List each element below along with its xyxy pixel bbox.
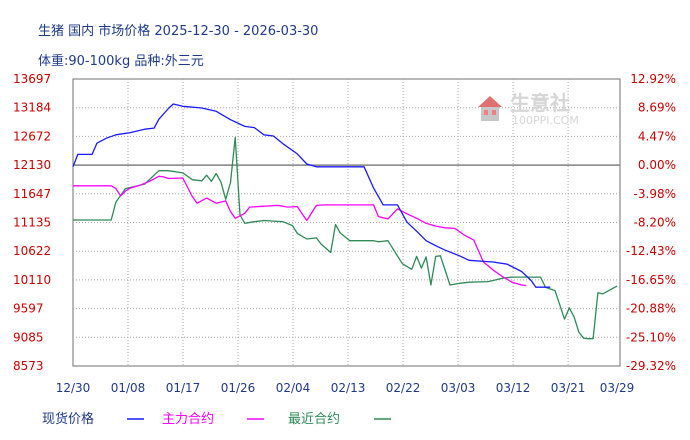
right-axis-ticks: 12.92% 8.69% 4.47% 0.00% -3.98% -8.20% -12.43%… [626, 72, 676, 373]
y-tick-right: -29.32% [626, 359, 676, 373]
legend: 现货价格 主力合约 最近合约 [42, 411, 391, 427]
y-tick-right: -8.20% [634, 216, 676, 230]
y-tick-right: -20.88% [626, 302, 676, 316]
x-tick: 03/21 [551, 381, 586, 395]
horizontal-gridlines [73, 107, 620, 338]
y-tick-left: 11135 [13, 216, 51, 230]
y-tick-left: 13697 [13, 72, 51, 86]
chart-title: 生猪 国内 市场价格 2025-12-30 - 2026-03-30 [38, 23, 318, 39]
x-tick: 02/04 [276, 381, 311, 395]
y-tick-right: 0.00% [638, 158, 676, 172]
y-tick-right: -12.43% [626, 244, 676, 258]
y-tick-left: 10110 [13, 273, 51, 287]
x-tick: 03/03 [441, 381, 476, 395]
y-tick-right: -25.10% [626, 330, 676, 344]
watermark-url: 100PPI.COM [512, 114, 579, 127]
y-tick-left: 8573 [13, 359, 44, 373]
y-tick-left: 12130 [13, 158, 51, 172]
y-tick-left: 12672 [13, 129, 51, 143]
y-tick-left: 9085 [13, 330, 44, 344]
x-tick: 01/08 [111, 381, 146, 395]
legend-label-recent: 最近合约 [288, 412, 340, 427]
x-tick: 02/22 [386, 381, 421, 395]
x-tick: 12/30 [56, 381, 91, 395]
chart-subtitle: 体重:90-100kg 品种:外三元 [38, 53, 204, 69]
watermark-logo: 生意社 100PPI.COM [478, 91, 579, 127]
y-tick-right: 8.69% [638, 101, 676, 115]
legend-label-spot: 现货价格 [42, 411, 94, 427]
series-line-spot [72, 103, 551, 288]
left-axis-ticks: 13697 13184 12672 12130 11647 11135 10622 10110… [13, 72, 51, 373]
y-tick-left: 9597 [13, 302, 44, 316]
y-tick-right: 12.92% [630, 72, 676, 86]
y-tick-left: 10622 [13, 244, 51, 258]
x-tick: 02/13 [331, 381, 366, 395]
x-tick: 01/17 [166, 381, 201, 395]
house-icon [478, 96, 502, 121]
y-tick-left: 13184 [13, 101, 51, 115]
series-lines [72, 103, 618, 340]
x-tick: 03/29 [600, 381, 635, 395]
series-line-recent-contract [73, 136, 618, 340]
series-line-main-contract [73, 175, 527, 287]
watermark-name: 生意社 [510, 91, 570, 115]
x-tick: 03/12 [496, 381, 531, 395]
y-tick-right: -3.98% [634, 187, 676, 201]
legend-label-main: 主力合约 [162, 412, 214, 427]
x-tick: 01/26 [221, 381, 256, 395]
x-axis-ticks: 12/30 01/08 01/17 01/26 02/04 02/13 02/22 03/03… [56, 381, 635, 395]
y-tick-right: 4.47% [638, 129, 676, 143]
y-tick-right: -16.65% [626, 273, 676, 287]
y-tick-left: 11647 [13, 187, 51, 201]
